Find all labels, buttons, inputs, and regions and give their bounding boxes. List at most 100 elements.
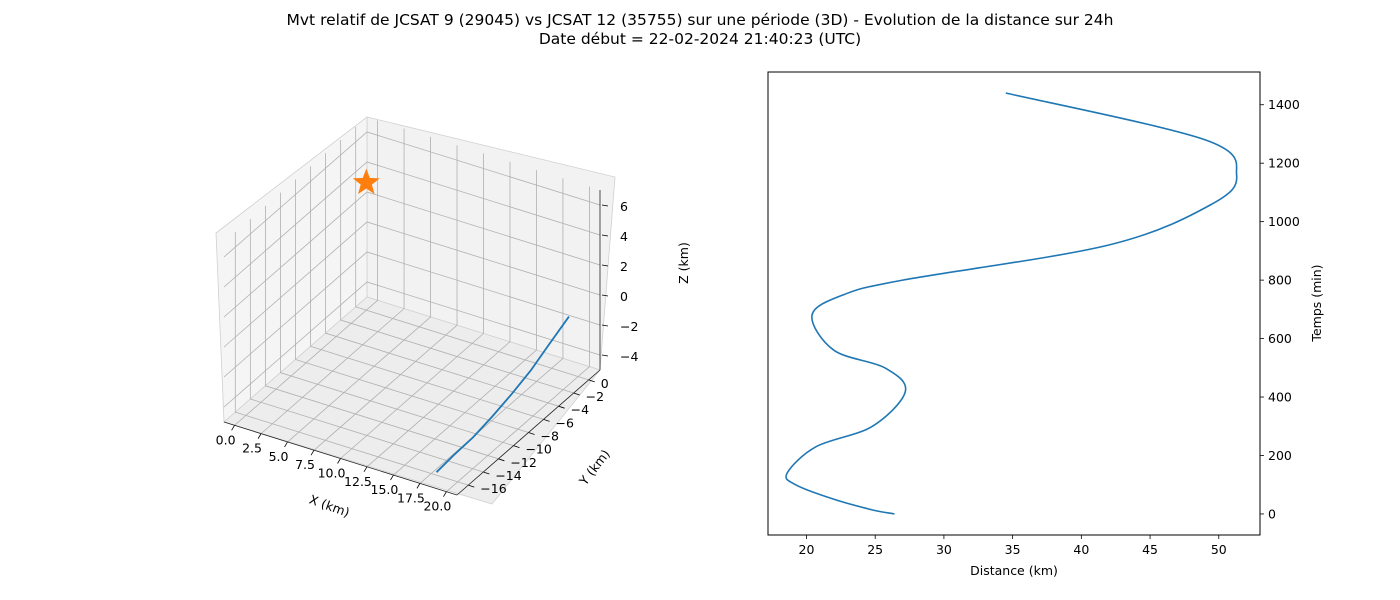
x-tick-label-2d: 50 (1211, 542, 1227, 557)
x-tick-label-2d: 35 (1005, 542, 1021, 557)
y-tick-label-3d: −10 (525, 442, 551, 457)
series-2d (785, 92, 1238, 515)
y-gridline-3d (310, 166, 544, 420)
y-ticks-2d: 0 200 400 600 800 1000 1200 1400 (1260, 97, 1300, 521)
x-tick-3d (443, 491, 447, 497)
y-gridline-3d (249, 218, 484, 473)
axis-line-3d (456, 369, 601, 496)
series-line-3d (435, 316, 570, 473)
z-gridline-3d (223, 161, 601, 288)
y-tick-label-2d: 0 (1268, 506, 1276, 521)
z-tick-3d (601, 204, 609, 207)
x-tick-label-3d: 0.0 (216, 432, 236, 447)
y-tick-3d (573, 392, 580, 396)
star-marker (352, 168, 380, 195)
y-tick-label-3d: 0 (601, 376, 609, 391)
y-gridline-3d (234, 232, 469, 486)
z-gridline-3d (223, 221, 601, 348)
x-tick-3d (363, 466, 368, 473)
series-line-2d (785, 92, 1238, 515)
x-tick-label-3d: 20.0 (423, 499, 451, 514)
y-axis-label-2d: Temps (min) (1309, 264, 1324, 342)
y-tick-label-2d: 1400 (1268, 97, 1300, 112)
x-gridline-3d (260, 128, 405, 434)
x-axis-label-3d: X (km) (307, 492, 351, 520)
y-tick-label-2d: 600 (1268, 331, 1292, 346)
y-axis-label-3d: Y (km) (575, 447, 613, 489)
z-tick-label-3d: 4 (620, 229, 628, 244)
z-tick-label-3d: −4 (620, 349, 638, 364)
x-gridline-3d (313, 145, 458, 451)
x-tick-label-3d: 12.5 (344, 474, 372, 489)
z-tick-3d (601, 234, 609, 237)
x-tick-3d (284, 441, 288, 448)
y-tick-3d (498, 458, 505, 462)
plot-3d: 0.02.55.07.510.012.515.017.520.00−2−4−6−… (215, 116, 691, 520)
z-gridline-3d (223, 251, 601, 378)
x-tick-label-3d: 5.0 (269, 449, 289, 464)
y-gridline-3d (355, 126, 589, 381)
x-tick-3d (416, 483, 421, 489)
x-tick-3d (337, 458, 341, 464)
y-tick-3d (528, 432, 535, 435)
y-tick-label-3d: −4 (571, 402, 589, 417)
y-gridline-3d (280, 192, 514, 447)
y-gridline-3d (340, 140, 574, 394)
x-gridline-3d (366, 161, 511, 468)
y-tick-label-2d: 1000 (1268, 214, 1300, 229)
figure-title-line2: Date début = 22-02-2024 21:40:23 (UTC) (539, 30, 861, 48)
y-tick-3d (588, 379, 595, 383)
figure-title-line1: Mvt relatif de JCSAT 9 (29045) vs JCSAT … (287, 11, 1114, 29)
grid-3d (223, 120, 601, 492)
z-tick-label-3d: 0 (620, 289, 628, 304)
z-tick-3d (601, 294, 609, 297)
y-tick-3d (513, 445, 520, 449)
x-gridline-3d (446, 186, 590, 492)
x-ticks-2d: 20 25 30 35 40 45 50 (799, 535, 1227, 557)
x-tick-label-3d: 10.0 (318, 466, 346, 481)
y-tick-label-2d: 800 (1268, 273, 1292, 288)
plot-2d: 20 25 30 35 40 45 50 0 200 400 600 800 1000 1200 1400… (767, 71, 1324, 578)
y-tick-label-3d: −2 (586, 389, 604, 404)
x-tick-label-2d: 20 (799, 542, 815, 557)
axis-line-3d (223, 421, 458, 496)
x-tick-label-3d: 15.0 (371, 482, 399, 497)
series-3d (352, 168, 570, 473)
z-tick-label-3d: 6 (620, 199, 628, 214)
x-tick-3d (310, 449, 315, 456)
x-tick-3d (390, 474, 394, 481)
x-tick-label-3d: 2.5 (242, 441, 262, 456)
x-tick-label-2d: 45 (1142, 542, 1158, 557)
x-gridline-3d (287, 136, 431, 443)
z-tick-label-3d: −2 (620, 319, 638, 334)
y-tick-3d (468, 484, 475, 488)
y-gridline-3d (325, 153, 559, 407)
x-tick-label-2d: 30 (936, 542, 952, 557)
x-gridline-3d (340, 153, 484, 459)
y-tick-3d (483, 471, 490, 475)
z-gridline-3d (223, 131, 601, 258)
z-tick-3d (601, 324, 609, 327)
y-tick-3d (558, 405, 565, 409)
y-tick-label-2d: 400 (1268, 390, 1292, 405)
y-tick-label-3d: −14 (495, 468, 521, 483)
z-tick-3d (601, 354, 609, 357)
y-tick-label-3d: −8 (541, 429, 559, 444)
x-gridline-3d (393, 170, 537, 476)
y-tick-label-3d: −6 (556, 415, 574, 430)
y-gridline-3d (264, 205, 499, 460)
ticks-3d: 0.02.55.07.510.012.515.017.520.00−2−4−6−… (216, 190, 638, 514)
y-tick-3d (543, 418, 550, 422)
x-tick-label-2d: 25 (867, 542, 883, 557)
x-tick-label-3d: 7.5 (295, 457, 315, 472)
x-tick-3d (231, 425, 235, 431)
z-gridline-3d (223, 281, 601, 408)
x-tick-3d (257, 433, 262, 439)
y-tick-label-3d: −12 (510, 455, 536, 470)
y-tick-label-2d: 1200 (1268, 156, 1300, 171)
x-gridline-3d (234, 120, 378, 426)
x-tick-label-3d: 17.5 (397, 490, 425, 505)
z-tick-3d (601, 264, 609, 267)
axis-panes (215, 116, 616, 505)
